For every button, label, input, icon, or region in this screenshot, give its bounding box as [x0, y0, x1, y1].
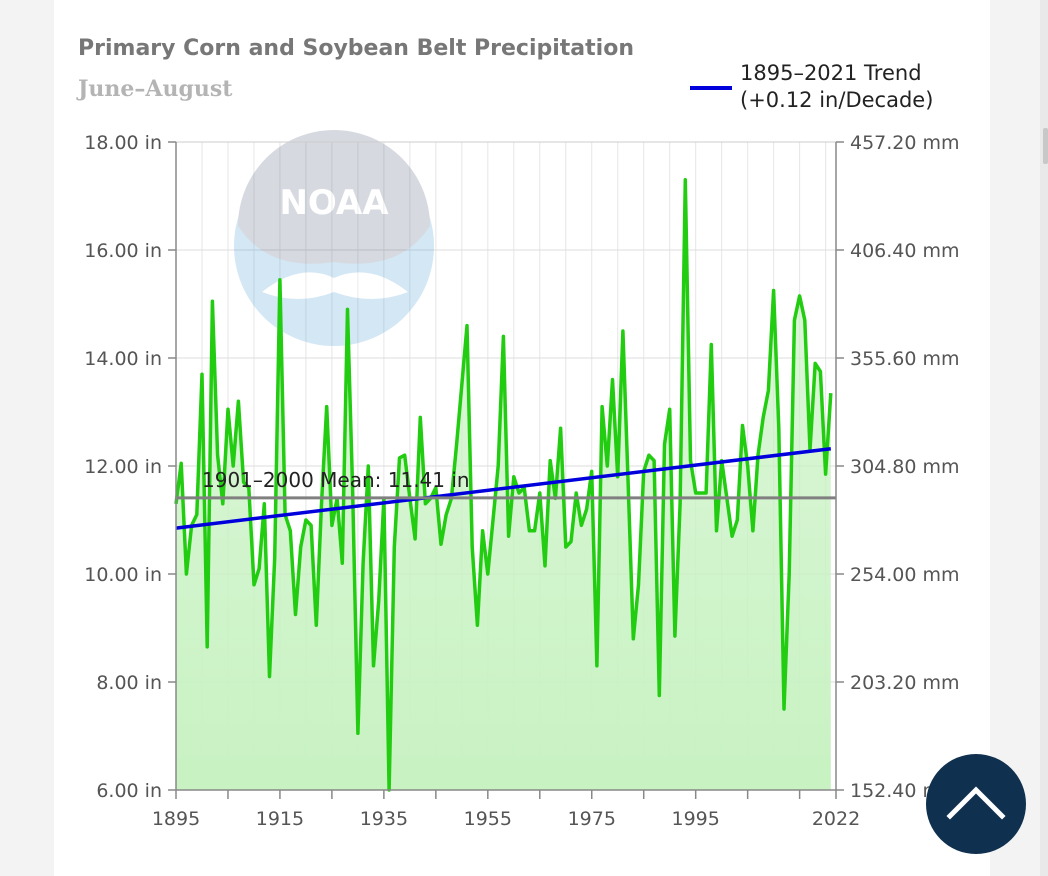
noaa-logo-icon: NOAA [234, 130, 434, 346]
x-tick-label: 1995 [672, 808, 720, 830]
chart-subtitle: June–August [78, 76, 233, 102]
x-tick-label: 1955 [464, 808, 512, 830]
noaa-logo-circle [234, 146, 434, 346]
x-tick-label: 1915 [256, 808, 304, 830]
y-tick-label: 6.00 in [96, 780, 162, 802]
page-scrollbar-thumb[interactable] [1043, 128, 1048, 164]
y-tick-label: 8.00 in [96, 672, 162, 694]
scroll-to-top-button[interactable] [926, 754, 1026, 854]
y-tick-label: 14.00 in [84, 348, 162, 370]
trend-line [175, 446, 832, 530]
y-tick-label: 10.00 in [84, 564, 162, 586]
x-tick-label: 2022 [812, 808, 860, 830]
chevron-up-icon [946, 786, 1006, 820]
y2-tick-label: 254.00 mm [850, 564, 960, 586]
series-area [176, 179, 831, 791]
noaa-logo-bird [262, 272, 408, 299]
y-tick-label: 18.00 in [84, 132, 162, 154]
chart-legend[interactable]: 1895–2021 Trend (+0.12 in/Decade) [688, 60, 958, 116]
y2-tick-label: 457.20 mm [850, 132, 960, 154]
noaa-logo-upper [238, 130, 430, 264]
y2-tick-label: 406.40 mm [850, 240, 960, 262]
x-tick-label: 1935 [360, 808, 408, 830]
y-tick-label: 16.00 in [84, 240, 162, 262]
chart-title: Primary Corn and Soybean Belt Precipitat… [78, 36, 634, 61]
y-tick-label: 12.00 in [84, 456, 162, 478]
legend-trend-swatch [690, 86, 732, 90]
x-tick-label: 1895 [152, 808, 200, 830]
y2-tick-label: 355.60 mm [850, 348, 960, 370]
legend-trend-label: 1895–2021 Trend (+0.12 in/Decade) [740, 61, 934, 112]
mean-label: 1901–2000 Mean: 11.41 in [202, 468, 470, 492]
noaa-logo-text: NOAA [279, 183, 389, 223]
y2-tick-label: 203.20 mm [850, 672, 960, 694]
y2-tick-label: 304.80 mm [850, 456, 960, 478]
x-tick-label: 1975 [568, 808, 616, 830]
page-scrollbar-track[interactable] [1040, 0, 1048, 876]
